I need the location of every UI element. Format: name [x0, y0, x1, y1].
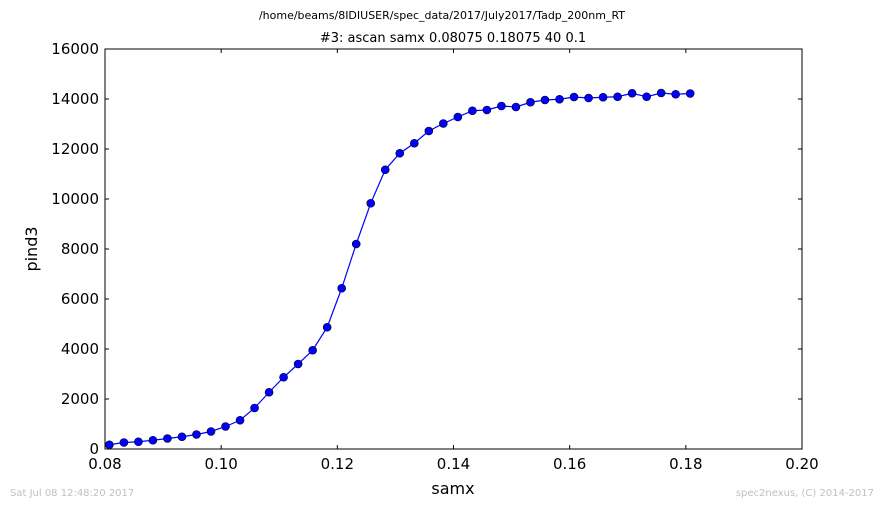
y-tick-label: 16000: [51, 40, 99, 58]
data-point: [351, 239, 361, 249]
x-tick-label: 0.08: [88, 455, 121, 473]
data-point: [540, 95, 550, 105]
data-point: [134, 437, 143, 447]
y-tick-label: 8000: [61, 240, 99, 258]
data-point: [685, 89, 695, 98]
x-tick-label: 0.10: [204, 455, 237, 473]
x-tick-label: 0.14: [437, 455, 470, 473]
data-point: [569, 92, 579, 102]
data-point: [105, 440, 114, 450]
data-point: [656, 88, 666, 98]
plot-frame: [104, 48, 803, 450]
x-tick-label: 0.18: [669, 455, 702, 473]
data-point: [468, 106, 477, 116]
data-point: [526, 97, 535, 107]
data-point: [279, 372, 288, 382]
data-point: [584, 93, 593, 103]
footer-timestamp: Sat Jul 08 12:48:20 2017: [10, 488, 135, 499]
y-tick-label: 10000: [51, 190, 99, 208]
data-point: [598, 92, 608, 102]
data-point: [453, 112, 463, 122]
data-series: [105, 88, 695, 450]
data-point: [177, 432, 187, 442]
y-tick-label: 14000: [51, 90, 99, 108]
data-point: [235, 415, 245, 425]
y-tick-label: 2000: [61, 390, 99, 408]
data-point: [642, 92, 651, 102]
data-point: [439, 119, 448, 128]
data-point: [250, 403, 259, 413]
data-point: [221, 422, 230, 431]
data-point: [613, 92, 622, 102]
data-point: [395, 148, 405, 158]
x-tick-label: 0.20: [785, 455, 818, 473]
data-point: [148, 435, 158, 445]
data-point: [555, 94, 564, 104]
data-point: [192, 430, 201, 439]
x-tick-label: 0.16: [553, 455, 586, 473]
chart-title: #3: ascan samx 0.08075 0.18075 40 0.1: [320, 31, 586, 46]
y-tick-label: 0: [89, 440, 99, 458]
data-point: [163, 434, 172, 443]
data-point: [409, 138, 419, 148]
data-point: [322, 322, 332, 332]
data-point: [497, 101, 506, 111]
plot-area: [104, 48, 803, 450]
y-axis: 0 2000 4000 6000 8000 10000 12000 14000 16000: [51, 40, 802, 458]
x-axis-label: samx: [431, 479, 474, 498]
x-axis: 0.08 0.10 0.12 0.14 0.16 0.18 0.20: [88, 49, 819, 473]
y-tick-label: 6000: [61, 290, 99, 308]
data-point: [511, 102, 521, 112]
data-point: [337, 283, 346, 293]
x-tick-label: 0.12: [321, 455, 354, 473]
data-point: [308, 345, 317, 355]
chart-suptitle: /home/beams/8IDIUSER/spec_data/2017/July…: [259, 9, 625, 22]
data-point: [119, 438, 129, 447]
data-point: [482, 105, 492, 115]
y-axis-label: pind3: [22, 226, 41, 271]
data-point: [627, 88, 637, 98]
data-point: [206, 427, 216, 436]
data-point: [671, 89, 680, 99]
data-point: [293, 359, 303, 369]
data-point: [424, 126, 434, 136]
data-point: [264, 387, 274, 397]
y-tick-label: 12000: [51, 140, 99, 158]
footer-copyright: spec2nexus, (C) 2014-2017: [735, 488, 874, 499]
data-point: [380, 165, 390, 175]
y-tick-label: 4000: [61, 340, 99, 358]
data-point: [366, 198, 376, 208]
